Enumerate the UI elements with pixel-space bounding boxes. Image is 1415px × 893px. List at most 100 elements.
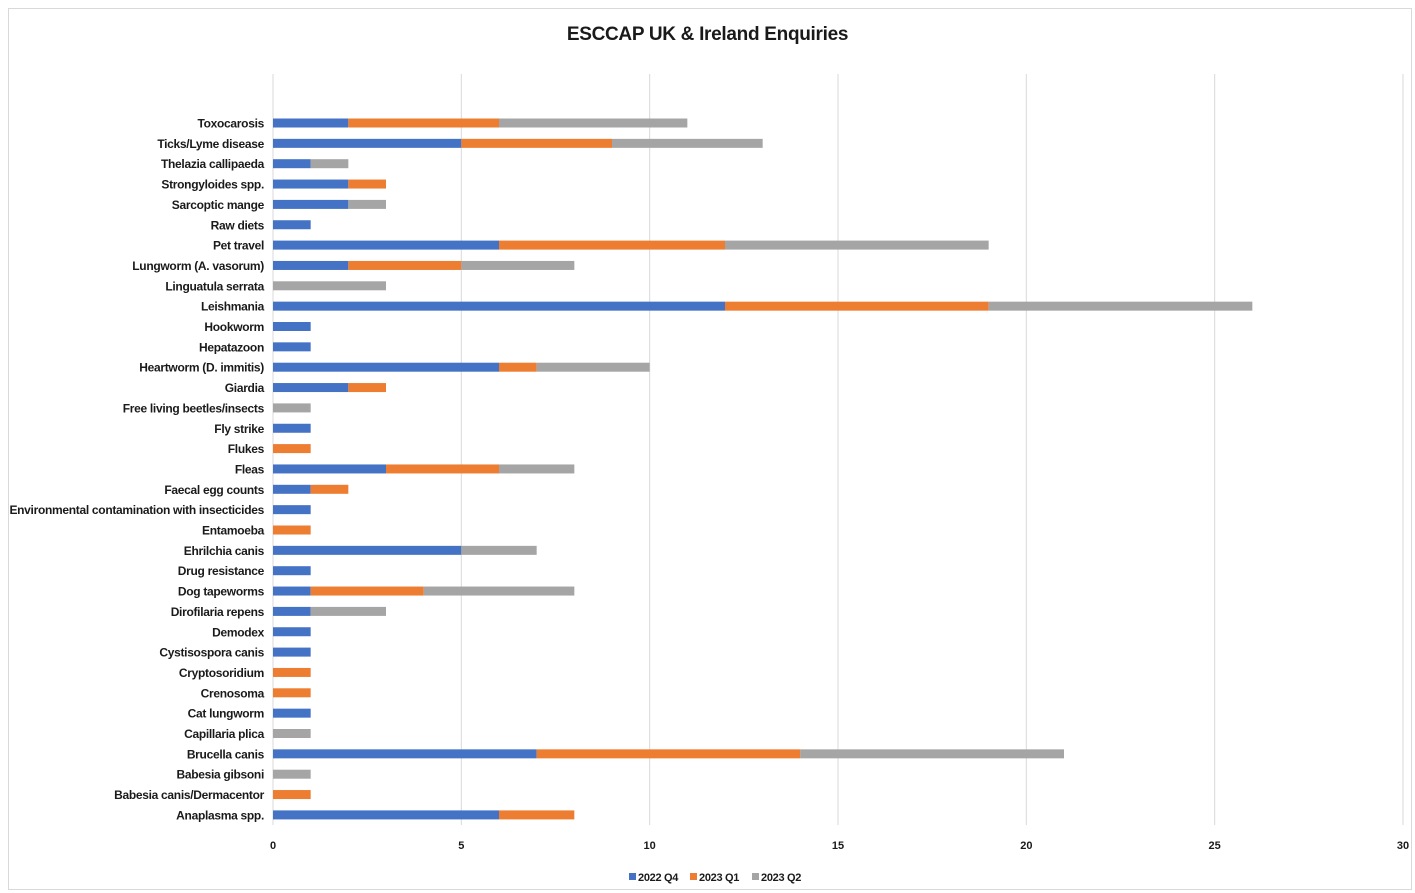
gridlines [272,74,1404,825]
category-label: Drug resistance [178,564,265,578]
bar-segment-2022-q4 [273,423,311,433]
category-label: Cryptosoridium [179,666,264,680]
bar-segment-2023-q1 [536,749,801,759]
legend-swatch [629,873,636,880]
x-tick-label: 20 [1020,840,1032,852]
category-label: Faecal egg counts [164,483,264,497]
bar-segment-2022-q4 [273,545,462,555]
x-tick-label: 5 [458,840,464,852]
bar-segment-2022-q4 [273,464,386,474]
legend-swatch [752,873,759,880]
category-label: Heartworm (D. immitis) [139,361,264,375]
bar-segment-2023-q2 [273,281,386,291]
bar-segment-2023-q1 [348,118,499,128]
bar-segment-2022-q4 [273,566,311,576]
category-label: Entamoeba [202,524,265,538]
bar-segment-2022-q4 [273,179,349,189]
bar-segment-2023-q2 [725,240,989,250]
legend-label: 2023 Q1 [699,872,739,884]
category-label: Strongyloides spp. [161,178,264,192]
bar-segment-2022-q4 [273,322,311,331]
category-label: Raw diets [211,218,265,232]
category-label: Linguatula serrata [165,279,264,293]
category-label: Brucella canis [187,747,265,761]
legend-swatch [690,873,697,880]
bar-segment-2022-q4 [273,586,311,596]
bar-segment-2023-q1 [499,240,725,250]
category-label: Capillaria plica [184,727,265,741]
bar-segment-2023-q2 [310,159,349,169]
category-label: Dog tapeworms [178,585,265,599]
bar-segment-2023-q2 [612,138,763,148]
x-tick-label: 15 [832,840,844,852]
bar-segment-2023-q2 [273,403,311,413]
bar-segment-2023-q2 [423,586,575,596]
category-label: Cystisospora canis [159,646,264,660]
category-label: Babesia canis/Dermacentor [114,788,265,802]
category-label: Crenosoma [201,686,265,700]
bar-segment-2022-q4 [273,138,462,148]
x-tick-label: 30 [1397,840,1409,852]
bar-segment-2023-q1 [273,790,311,800]
bar-segment-2023-q1 [725,301,989,311]
bar-segment-2023-q2 [348,199,386,209]
bar-segment-2022-q4 [273,810,499,820]
category-label: Demodex [212,625,265,639]
category-label: Toxocarosis [197,117,264,131]
category-label: Thelazia callipaeda [161,157,265,171]
category-label: Free living beetles/insects [123,401,265,415]
bar-segment-2022-q4 [273,260,349,270]
x-tick-label: 0 [270,840,276,852]
bar-segment-2023-q1 [386,464,499,474]
bar-segment-2023-q2 [499,464,575,474]
bar-segment-2023-q2 [273,769,311,779]
bar-segment-2022-q4 [273,627,311,637]
bar-segment-2023-q1 [461,138,612,148]
category-label: Giardia [225,381,265,395]
x-tick-labels: 0 5 10 15 20 25 30 [270,840,1409,852]
bar-segment-2023-q1 [273,444,311,454]
bar-segment-2023-q2 [800,749,1064,759]
category-label: Dirofilaria repens [171,605,265,619]
bar-segment-2023-q1 [499,362,537,372]
category-labels: Toxocarosis Ticks/Lyme disease Thelazia ca… [9,117,264,823]
x-tick-label: 25 [1209,840,1221,852]
bar-segment-2022-q4 [273,159,311,169]
bar-segment-2023-q2 [273,729,311,738]
bar-segment-2023-q1 [348,383,386,393]
bar-segment-2022-q4 [273,240,499,250]
bar-segment-2023-q2 [988,301,1253,311]
bar-segment-2023-q1 [310,586,424,596]
bar-segment-2023-q1 [348,260,462,270]
category-label: Fly strike [214,422,264,436]
bar-segment-2023-q2 [461,545,537,555]
bar-segment-2022-q4 [273,647,311,657]
bar-segment-2023-q1 [273,667,311,677]
chart-frame [8,8,1412,890]
bar-segment-2022-q4 [273,301,725,311]
category-label: Cat lungworm [188,707,264,721]
bar-segment-2022-q4 [273,199,349,209]
category-label: Fleas [235,462,265,476]
category-label: Lungworm (A. vasorum) [132,259,264,273]
category-label: Anaplasma spp. [176,808,264,822]
category-label: Leishmania [201,300,265,314]
bar-segment-2023-q1 [499,810,575,820]
bar-segment-2023-q1 [310,484,349,494]
category-label: Ticks/Lyme disease [157,137,264,151]
bar-segment-2023-q2 [310,606,386,616]
category-label: Pet travel [213,239,264,253]
bar-segment-2022-q4 [273,505,311,515]
bar-segment-2022-q4 [273,708,311,718]
bar-segment-2023-q1 [273,525,311,535]
bar-segment-2023-q2 [536,362,650,372]
x-tick-label: 10 [644,840,656,852]
bar-segment-2023-q2 [499,118,688,128]
bar-segment-2023-q2 [461,260,575,270]
category-label: Babesia gibsoni [176,768,264,782]
category-label: Flukes [228,442,265,456]
chart-title: ESCCAP UK & Ireland Enquiries [566,24,849,45]
bar-segment-2022-q4 [273,383,349,393]
legend-label: 2023 Q2 [761,872,801,884]
category-label: Sarcoptic mange [172,198,265,212]
